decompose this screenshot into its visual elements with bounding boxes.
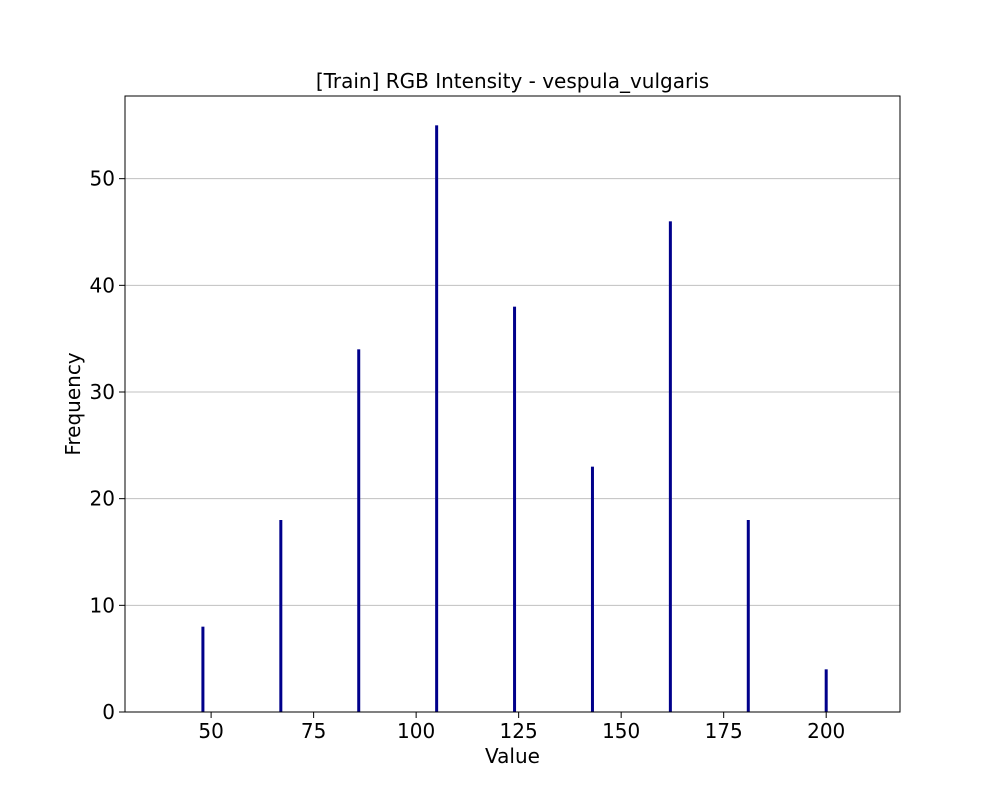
histogram-bar bbox=[357, 349, 361, 712]
histogram-bar bbox=[824, 669, 828, 712]
x-tick-label: 50 bbox=[198, 719, 223, 743]
y-axis-title: Frequency bbox=[61, 352, 85, 455]
histogram-bar bbox=[746, 520, 750, 712]
y-tick-label: 20 bbox=[90, 487, 115, 511]
x-axis-ticks: 50 75 100 125 150 175 200 bbox=[198, 712, 845, 743]
plot-frame bbox=[124, 95, 901, 713]
x-axis-title: Value bbox=[485, 744, 540, 768]
histogram-bar bbox=[201, 626, 205, 712]
x-tick-label: 200 bbox=[807, 719, 845, 743]
histogram-bar bbox=[435, 125, 439, 713]
histogram-bar bbox=[513, 306, 517, 712]
y-axis-ticks: 0 10 20 30 40 50 bbox=[90, 167, 125, 724]
x-tick-label: 175 bbox=[705, 719, 743, 743]
x-tick-label: 75 bbox=[301, 719, 326, 743]
histogram-bar bbox=[590, 466, 594, 712]
x-tick-label: 150 bbox=[602, 719, 640, 743]
x-tick-label: 125 bbox=[500, 719, 538, 743]
y-tick-label: 30 bbox=[90, 380, 115, 404]
grid-layer bbox=[125, 178, 900, 606]
chart-title: [Train] RGB Intensity - vespula_vulgaris bbox=[316, 69, 709, 93]
y-tick-label: 0 bbox=[102, 700, 115, 724]
bars-layer bbox=[201, 125, 828, 713]
y-tick-label: 40 bbox=[90, 273, 115, 297]
histogram-bar bbox=[668, 221, 672, 713]
y-tick-label: 10 bbox=[90, 593, 115, 617]
y-tick-label: 50 bbox=[90, 167, 115, 191]
x-tick-label: 100 bbox=[397, 719, 435, 743]
histogram-bar bbox=[279, 520, 283, 712]
